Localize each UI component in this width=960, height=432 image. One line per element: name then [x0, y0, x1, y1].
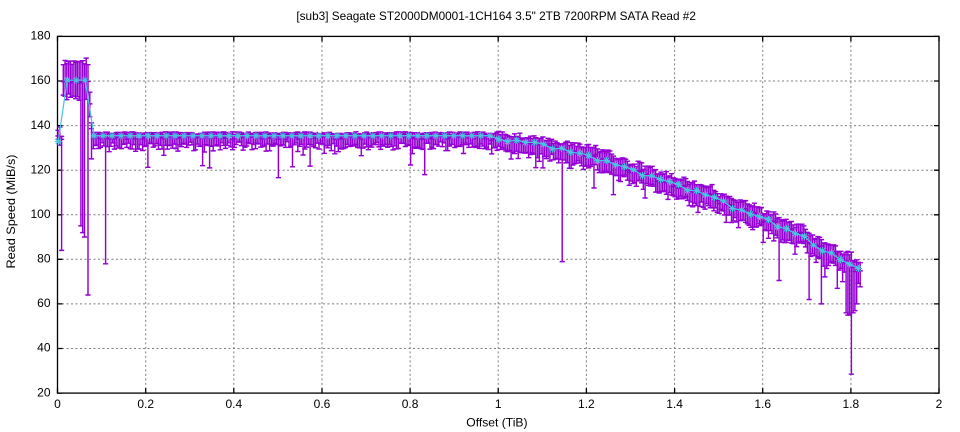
- svg-text:0.2: 0.2: [137, 397, 154, 411]
- svg-text:0: 0: [54, 397, 61, 411]
- svg-text:1.8: 1.8: [843, 397, 860, 411]
- svg-text:Offset (TiB): Offset (TiB): [466, 415, 527, 429]
- svg-text:20: 20: [37, 385, 51, 399]
- svg-text:160: 160: [30, 73, 50, 87]
- svg-text:80: 80: [37, 252, 51, 266]
- svg-text:0.6: 0.6: [314, 397, 331, 411]
- svg-text:0.4: 0.4: [225, 397, 242, 411]
- svg-text:40: 40: [37, 341, 51, 355]
- svg-text:2: 2: [936, 397, 943, 411]
- svg-text:1: 1: [495, 397, 502, 411]
- svg-text:Read Speed (MiB/s): Read Speed (MiB/s): [4, 154, 18, 268]
- svg-text:140: 140: [30, 118, 50, 132]
- svg-text:60: 60: [37, 296, 51, 310]
- svg-text:0.8: 0.8: [402, 397, 419, 411]
- svg-text:180: 180: [30, 29, 50, 43]
- svg-text:1.2: 1.2: [578, 397, 595, 411]
- svg-text:[sub3] Seagate ST2000DM0001-1C: [sub3] Seagate ST2000DM0001-1CH164 3.5" …: [296, 9, 696, 23]
- svg-text:1.6: 1.6: [754, 397, 771, 411]
- svg-text:120: 120: [30, 162, 50, 176]
- svg-text:100: 100: [30, 207, 50, 221]
- svg-text:1.4: 1.4: [666, 397, 683, 411]
